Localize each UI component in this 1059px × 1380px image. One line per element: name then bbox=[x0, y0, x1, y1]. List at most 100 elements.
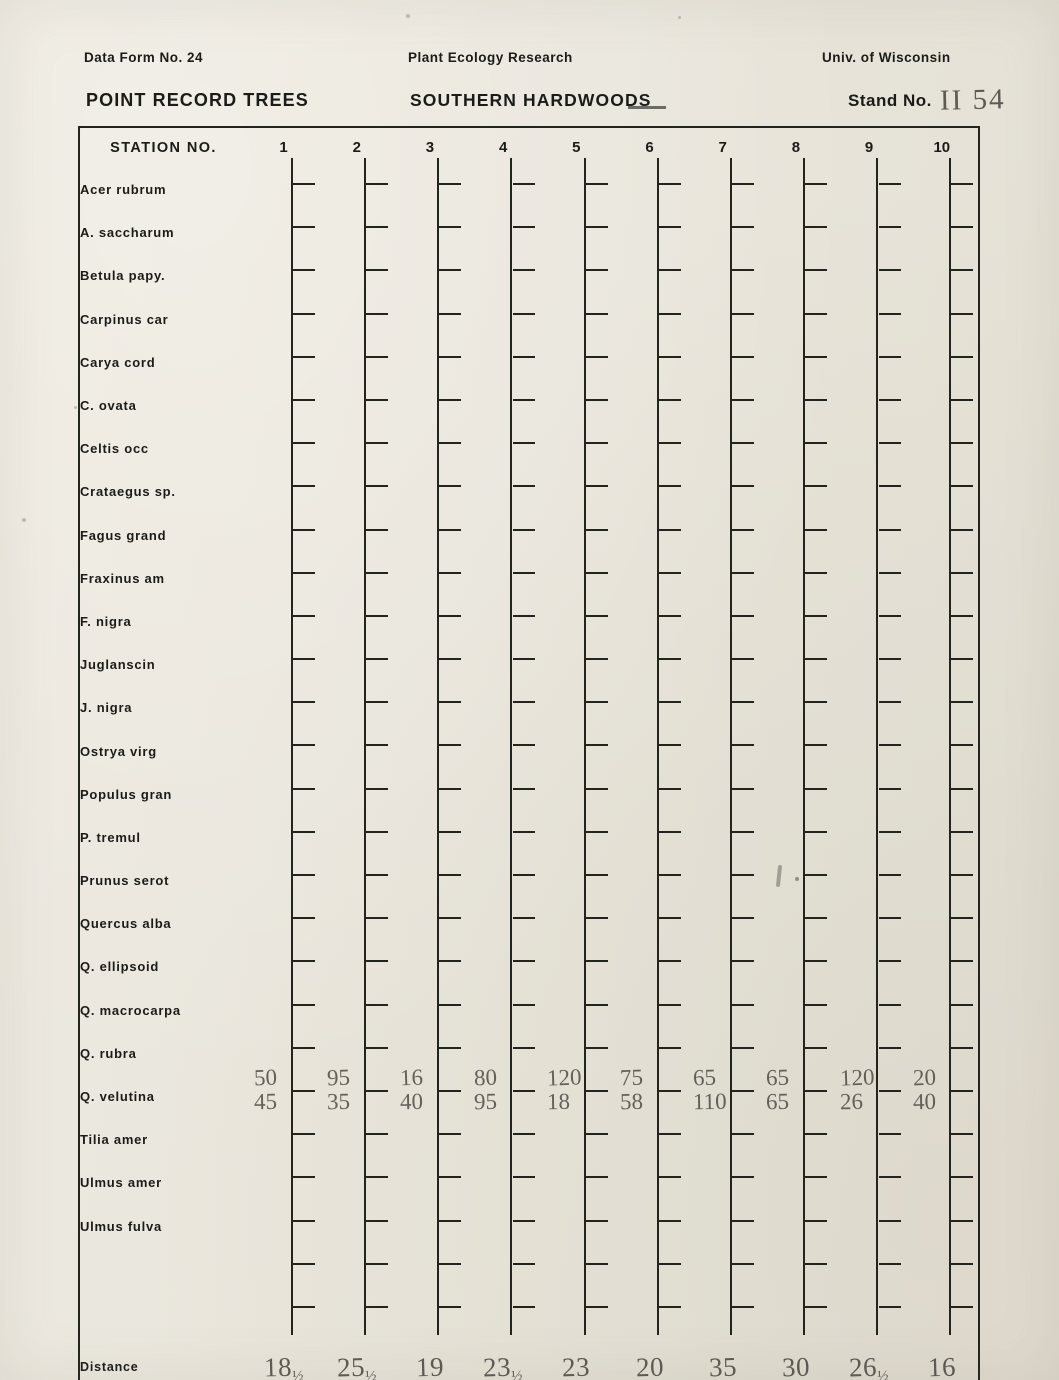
tally-cell[interactable] bbox=[833, 676, 906, 731]
tally-cell[interactable] bbox=[393, 373, 466, 428]
tally-cell[interactable]: 50 45 bbox=[247, 1065, 320, 1119]
tally-cell[interactable] bbox=[613, 417, 686, 472]
tally-cell[interactable] bbox=[906, 633, 979, 688]
tally-cell[interactable] bbox=[759, 546, 832, 601]
tally-cell[interactable] bbox=[906, 589, 979, 644]
tally-cell[interactable] bbox=[613, 762, 686, 817]
tally-cell[interactable] bbox=[833, 762, 906, 817]
tally-cell[interactable] bbox=[540, 546, 613, 601]
tally-cell[interactable] bbox=[906, 892, 979, 947]
tally-cell[interactable] bbox=[906, 762, 979, 817]
tally-cell[interactable] bbox=[906, 201, 979, 256]
tally-cell[interactable] bbox=[759, 935, 832, 990]
tally-cell[interactable] bbox=[247, 892, 320, 947]
tally-cell[interactable] bbox=[613, 158, 686, 212]
tally-cell[interactable] bbox=[247, 676, 320, 731]
tally-cell[interactable] bbox=[247, 805, 320, 860]
tally-cell[interactable] bbox=[833, 1151, 906, 1206]
tally-cell[interactable] bbox=[686, 1108, 759, 1163]
tally-cell[interactable] bbox=[247, 1194, 320, 1249]
tally-cell[interactable] bbox=[540, 1280, 613, 1335]
tally-cell[interactable] bbox=[906, 330, 979, 385]
tally-cell[interactable] bbox=[906, 546, 979, 601]
tally-cell[interactable] bbox=[320, 762, 393, 817]
tally-cell[interactable] bbox=[320, 244, 393, 299]
tally-cell[interactable] bbox=[540, 1151, 613, 1206]
tally-cell[interactable] bbox=[540, 158, 613, 212]
tally-cell[interactable] bbox=[540, 330, 613, 385]
tally-cell[interactable] bbox=[613, 1021, 686, 1076]
tally-cell[interactable] bbox=[540, 1021, 613, 1076]
tally-cell[interactable] bbox=[759, 1108, 832, 1163]
tally-cell[interactable] bbox=[320, 201, 393, 256]
tally-cell[interactable] bbox=[613, 935, 686, 990]
tally-cell[interactable] bbox=[247, 460, 320, 515]
tally-cell[interactable] bbox=[320, 158, 393, 212]
tally-cell[interactable] bbox=[540, 935, 613, 990]
tally-cell[interactable] bbox=[686, 1280, 759, 1335]
tally-cell[interactable] bbox=[393, 892, 466, 947]
tally-cell[interactable] bbox=[320, 1280, 393, 1335]
tally-cell[interactable] bbox=[613, 1151, 686, 1206]
tally-cell[interactable]: 80 95 bbox=[467, 1065, 540, 1119]
tally-cell[interactable] bbox=[833, 460, 906, 515]
tally-cell[interactable] bbox=[393, 633, 466, 688]
tally-cell[interactable] bbox=[320, 849, 393, 903]
tally-cell[interactable] bbox=[320, 935, 393, 990]
tally-cell[interactable] bbox=[393, 762, 466, 817]
tally-cell[interactable] bbox=[833, 935, 906, 990]
tally-cell[interactable] bbox=[467, 589, 540, 644]
tally-cell[interactable] bbox=[833, 1108, 906, 1163]
tally-cell[interactable] bbox=[320, 330, 393, 385]
tally-cell[interactable] bbox=[906, 849, 979, 903]
tally-cell[interactable] bbox=[247, 287, 320, 342]
distance-cell-2[interactable]: 25½ bbox=[320, 1334, 393, 1380]
tally-cell[interactable] bbox=[540, 676, 613, 731]
tally-cell[interactable] bbox=[833, 1237, 906, 1292]
tally-cell[interactable] bbox=[393, 935, 466, 990]
tally-cell[interactable] bbox=[320, 633, 393, 688]
tally-cell[interactable] bbox=[759, 158, 832, 212]
tally-cell[interactable] bbox=[686, 1237, 759, 1292]
tally-cell[interactable] bbox=[540, 1108, 613, 1163]
tally-cell[interactable] bbox=[540, 719, 613, 774]
tally-cell[interactable] bbox=[247, 158, 320, 212]
tally-cell[interactable] bbox=[759, 201, 832, 256]
tally-cell[interactable] bbox=[467, 158, 540, 212]
tally-cell[interactable] bbox=[613, 1108, 686, 1163]
tally-cell[interactable] bbox=[467, 201, 540, 256]
tally-cell[interactable] bbox=[540, 589, 613, 644]
tally-cell[interactable] bbox=[759, 460, 832, 515]
tally-cell[interactable] bbox=[686, 676, 759, 731]
tally-cell[interactable] bbox=[613, 546, 686, 601]
tally-cell[interactable] bbox=[320, 978, 393, 1033]
tally-cell[interactable] bbox=[686, 287, 759, 342]
tally-cell[interactable] bbox=[393, 719, 466, 774]
tally-cell[interactable] bbox=[320, 892, 393, 947]
tally-cell[interactable] bbox=[833, 589, 906, 644]
tally-cell[interactable] bbox=[320, 1108, 393, 1163]
tally-cell[interactable] bbox=[686, 503, 759, 558]
tally-cell[interactable] bbox=[320, 1021, 393, 1076]
tally-cell[interactable] bbox=[759, 762, 832, 817]
tally-cell[interactable] bbox=[759, 1021, 832, 1076]
tally-cell[interactable] bbox=[906, 1237, 979, 1292]
tally-cell[interactable] bbox=[759, 330, 832, 385]
tally-cell[interactable] bbox=[686, 589, 759, 644]
tally-cell[interactable] bbox=[393, 503, 466, 558]
tally-cell[interactable] bbox=[759, 805, 832, 860]
tally-cell[interactable] bbox=[686, 460, 759, 515]
tally-cell[interactable] bbox=[906, 287, 979, 342]
tally-cell[interactable] bbox=[393, 158, 466, 212]
tally-cell[interactable] bbox=[833, 849, 906, 903]
tally-cell[interactable] bbox=[613, 460, 686, 515]
tally-cell[interactable] bbox=[613, 287, 686, 342]
tally-cell[interactable] bbox=[320, 676, 393, 731]
tally-cell[interactable] bbox=[540, 978, 613, 1033]
tally-cell[interactable] bbox=[467, 676, 540, 731]
tally-cell[interactable] bbox=[759, 978, 832, 1033]
tally-cell[interactable] bbox=[613, 849, 686, 903]
blank-species-label[interactable] bbox=[79, 1291, 247, 1334]
tally-cell[interactable] bbox=[906, 935, 979, 990]
tally-cell[interactable] bbox=[467, 1108, 540, 1163]
